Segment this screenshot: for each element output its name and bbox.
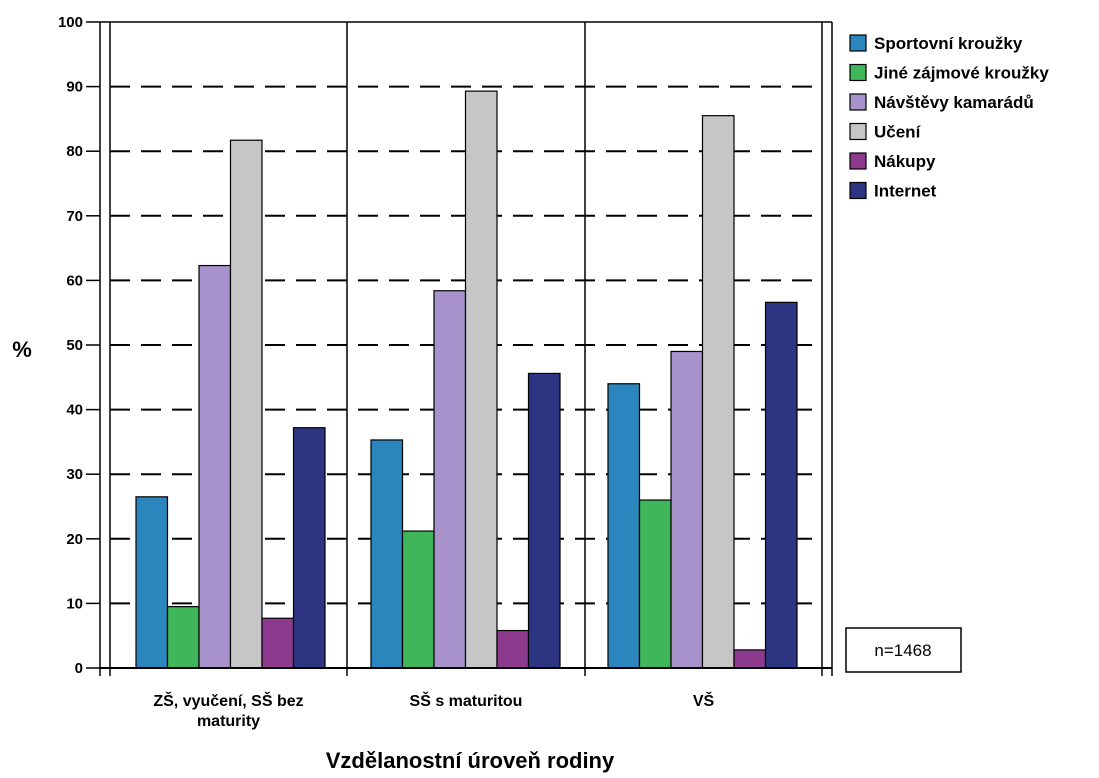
bars — [135, 90, 798, 669]
bar — [292, 427, 326, 669]
plot-frame — [86, 21, 833, 676]
y-axis-label: % — [12, 337, 32, 362]
legend-label: Sportovní kroužky — [874, 34, 1023, 53]
bar — [229, 139, 263, 669]
y-tick-label: 60 — [66, 272, 83, 289]
y-axis-ticks: 0 10 20 30 40 50 60 70 80 90 100 — [58, 14, 83, 677]
legend-swatch — [849, 63, 867, 82]
bar — [607, 383, 641, 669]
bar — [464, 90, 498, 669]
y-tick-label: 40 — [66, 402, 83, 419]
bar — [670, 350, 704, 669]
legend-swatch — [849, 93, 867, 111]
legend-label: Učení — [874, 123, 922, 142]
sample-size-box — [845, 627, 962, 673]
y-tick-label: 70 — [66, 208, 83, 225]
bar — [401, 530, 435, 669]
bar — [261, 617, 295, 669]
category-label: ZŠ, vyučení, SŠ bez — [153, 691, 303, 710]
legend-label: Jiné zájmové kroužky — [874, 64, 1049, 83]
bar — [527, 372, 561, 669]
bar — [733, 649, 767, 669]
legend-swatch — [849, 181, 867, 200]
legend-label: Návštěvy kamarádů — [874, 93, 1034, 112]
sample-size-label: n=1468 — [874, 641, 931, 660]
y-tick-label: 90 — [66, 79, 83, 96]
x-axis-label: Vzdělanostní úroveň rodiny — [326, 748, 615, 773]
bar — [433, 290, 467, 669]
bar — [166, 606, 200, 669]
bar — [370, 439, 404, 669]
x-axis-category-labels: ZŠ, vyučení, SŠ bez maturity SŠ s maturito… — [153, 691, 714, 730]
y-tick-label: 50 — [66, 337, 83, 354]
legend-swatch — [849, 34, 867, 52]
legend-swatch — [849, 152, 867, 170]
y-tick-label: 20 — [66, 531, 83, 548]
legend-label: Nákupy — [874, 152, 936, 171]
legend-swatch — [849, 122, 867, 141]
legend: Sportovní kroužky Jiné zájmové kroužky Náv… — [849, 34, 1049, 201]
category-label: SŠ s maturitou — [410, 691, 523, 710]
category-label: VŠ — [693, 691, 715, 710]
y-tick-label: 80 — [66, 143, 83, 160]
bar — [135, 496, 169, 669]
y-tick-label: 100 — [58, 14, 83, 31]
bar — [638, 499, 672, 669]
legend-label: Internet — [874, 182, 937, 201]
y-tick-label: 30 — [66, 466, 83, 483]
bar — [764, 301, 798, 669]
bar — [701, 115, 735, 669]
category-label: maturity — [197, 713, 260, 730]
y-tick-label: 0 — [75, 660, 83, 677]
y-tick-label: 10 — [66, 595, 83, 612]
bar — [496, 629, 530, 669]
bar — [198, 264, 232, 669]
